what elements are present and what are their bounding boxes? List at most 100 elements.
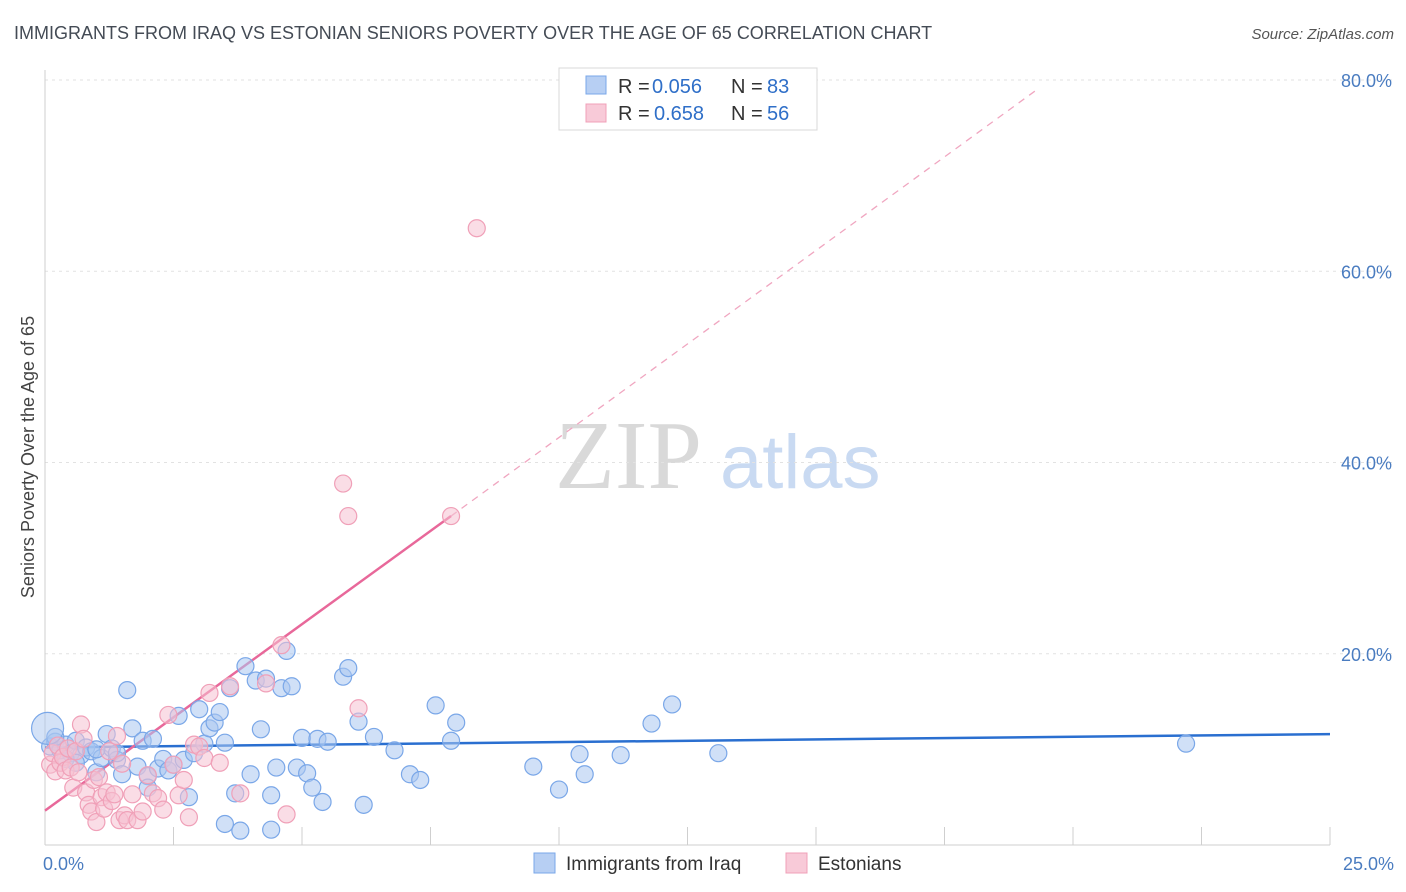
grid-layer: [45, 79, 1392, 655]
point-0-33: [210, 702, 229, 722]
point-1-39: [164, 755, 183, 774]
point-0-74: [1176, 734, 1196, 753]
point-0-44: [267, 758, 286, 777]
point-0-41: [251, 720, 270, 739]
point-0-72: [662, 695, 682, 714]
point-0-47: [282, 677, 301, 696]
point-1-13: [74, 729, 93, 748]
legend-r-label-iraq: R =: [618, 76, 650, 98]
point-0-62: [411, 770, 430, 790]
point-0-66: [524, 757, 543, 776]
point-1-57: [467, 219, 486, 238]
point-1-34: [138, 766, 157, 785]
point-1-56: [441, 506, 461, 526]
legend-swatch-iraq: [585, 75, 607, 95]
y-tick-label-2: 60.0%: [1341, 262, 1392, 282]
point-1-47: [210, 753, 229, 772]
point-0-39: [241, 765, 260, 784]
point-0-63: [426, 696, 445, 715]
point-0-58: [354, 795, 373, 814]
series-legend-swatch-estonians: [785, 852, 808, 874]
correlation-legend: R = 0.056 N = 83 R = 0.658 N = 56: [558, 67, 818, 131]
point-1-52: [277, 805, 296, 824]
point-1-48: [220, 677, 240, 696]
point-1-54: [334, 474, 353, 493]
point-0-20: [143, 729, 163, 748]
point-0-64: [441, 731, 461, 750]
point-0-16: [123, 719, 142, 738]
point-1-11: [69, 763, 88, 782]
point-0-81: [215, 814, 234, 834]
point-0-71: [642, 714, 661, 733]
legend-n-value-iraq: 83: [767, 76, 789, 98]
point-1-46: [200, 683, 219, 703]
y-axis-label: Seniors Poverty Over the Age of 65: [18, 316, 38, 598]
point-0-29: [190, 700, 209, 719]
point-1-50: [256, 674, 276, 693]
point-0-69: [575, 765, 594, 784]
point-0-53: [313, 792, 332, 812]
series-legend-label-estonians: Estonians: [818, 854, 901, 875]
point-1-26: [107, 726, 127, 746]
watermark-zip: ZIP: [555, 402, 702, 510]
chart-title: IMMIGRANTS FROM IRAQ VS ESTONIAN SENIORS…: [14, 23, 932, 43]
legend-n-value-estonians: 56: [767, 103, 789, 125]
point-1-55: [349, 699, 368, 718]
watermark-atlas: atlas: [720, 420, 881, 505]
watermark: ZIP atlas: [555, 402, 881, 510]
point-0-34: [215, 733, 234, 752]
point-0-60: [385, 741, 404, 760]
point-0-82: [262, 820, 281, 839]
point-1-31: [123, 785, 142, 804]
trend-line-0: [44, 732, 1331, 749]
point-1-42: [179, 808, 199, 827]
point-0-68: [570, 745, 589, 764]
point-1-40: [169, 786, 188, 805]
legend-n-label-estonians: N =: [731, 103, 763, 125]
y-tick-label-0: 20.0%: [1341, 645, 1392, 665]
point-1-49: [231, 784, 250, 803]
large-point-0-0: [30, 711, 65, 745]
point-1-28: [112, 754, 132, 773]
point-1-19: [89, 768, 109, 787]
point-1-38: [159, 705, 178, 725]
point-1-53: [339, 506, 358, 526]
point-0-43: [262, 786, 281, 805]
point-0-51: [303, 778, 322, 797]
x-tick-label-0: 0.0%: [43, 854, 84, 874]
point-1-41: [174, 770, 193, 790]
x-tick-label-1: 25.0%: [1343, 854, 1394, 874]
point-0-54: [318, 732, 337, 751]
series-legend: Immigrants from Iraq Estonians: [533, 852, 901, 875]
point-0-73: [709, 744, 728, 763]
legend-r-value-iraq: 0.056: [652, 76, 702, 98]
point-1-37: [154, 800, 173, 819]
legend-swatch-estonians: [585, 103, 607, 123]
point-0-67: [549, 780, 569, 799]
point-0-49: [292, 728, 312, 748]
point-1-25: [105, 785, 124, 804]
chart-source: Source: ZipAtlas.com: [1251, 26, 1394, 43]
y-tick-label-1: 40.0%: [1341, 454, 1392, 474]
axis-layer: 20.0% 40.0% 60.0% 80.0% 0.0% 25.0%: [43, 70, 1394, 874]
series-legend-swatch-iraq: [533, 852, 556, 874]
point-1-51: [272, 636, 291, 655]
point-0-70: [611, 746, 630, 765]
points-layer: [30, 219, 1196, 840]
y-tick-label-3: 80.0%: [1341, 71, 1392, 91]
point-0-15: [118, 680, 137, 700]
series-legend-label-iraq: Immigrants from Iraq: [566, 854, 741, 875]
point-0-38: [236, 657, 255, 676]
point-1-23: [100, 742, 119, 761]
point-1-18: [87, 812, 106, 832]
legend-r-value-estonians: 0.658: [654, 103, 704, 125]
point-0-59: [364, 727, 384, 747]
point-1-33: [133, 802, 152, 821]
trend-extension-1: [450, 89, 1038, 517]
point-0-37: [231, 821, 250, 840]
legend-r-label-estonians: R =: [618, 103, 650, 125]
legend-n-label-iraq: N =: [731, 76, 763, 98]
point-0-56: [339, 658, 358, 678]
point-1-45: [195, 748, 214, 768]
